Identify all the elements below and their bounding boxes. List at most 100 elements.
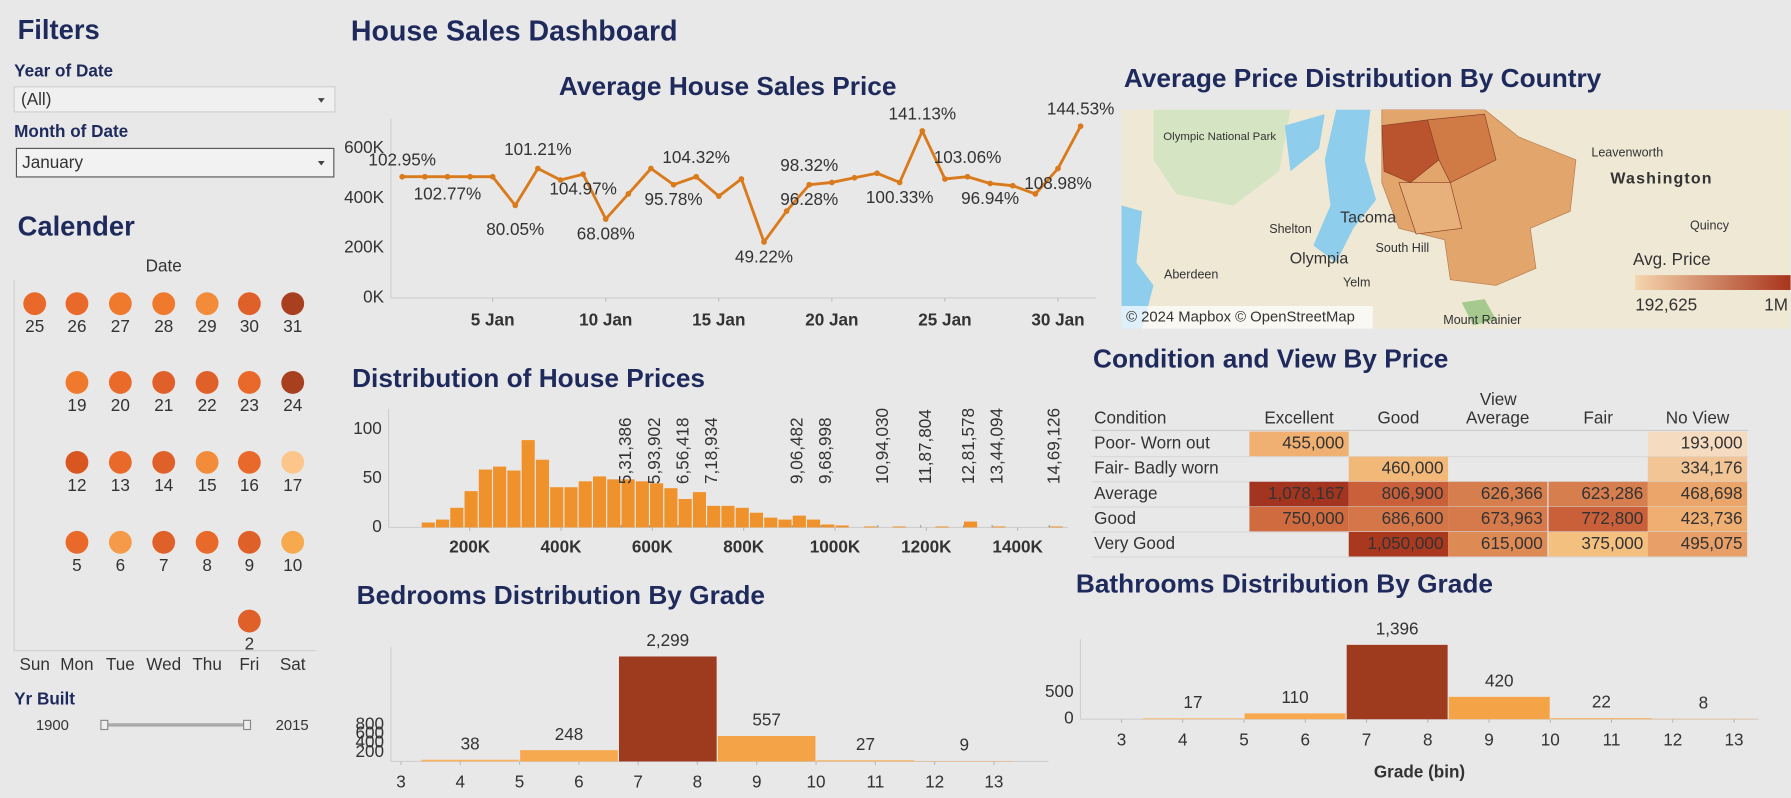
slider-handle[interactable] — [100, 719, 109, 731]
map-park — [1153, 109, 1291, 206]
line-point — [964, 173, 971, 180]
x-tick-label: 30 Jan — [1031, 310, 1084, 329]
calendar-title: Calender — [18, 211, 135, 242]
bar — [963, 521, 978, 528]
line-point — [580, 171, 586, 178]
point-annotation: 104.32% — [662, 148, 730, 167]
calendar-day-dot — [65, 371, 89, 394]
x-tick-label: 5 — [515, 773, 525, 792]
dropdown-arrow[interactable] — [317, 160, 325, 166]
line-point — [896, 179, 903, 186]
bar-value-label: 557 — [752, 711, 781, 730]
line-point — [874, 170, 880, 177]
price-annotation: 6,56,418 — [673, 417, 692, 484]
bar — [635, 481, 649, 528]
table-cell-text: 686,600 — [1382, 509, 1444, 528]
table-cell — [1647, 532, 1748, 558]
table-cell — [1647, 456, 1748, 482]
table-cell-text: 468,698 — [1681, 484, 1743, 503]
x-tick-label: 5 — [1239, 730, 1249, 749]
bar-value-label: 17 — [1183, 693, 1202, 712]
dropdown-box[interactable] — [15, 147, 335, 178]
map-place-label: Tacoma — [1340, 209, 1396, 226]
calendar-day-label: 9 — [245, 556, 255, 575]
x-tick-label: 12 — [1663, 730, 1682, 749]
table-cell — [1647, 431, 1748, 457]
calendar-day-label: 31 — [283, 317, 302, 336]
dashboard-title: House Sales Dashboard — [351, 16, 678, 48]
x-tick-label: 800K — [723, 537, 765, 556]
bar-value-label: 2,299 — [646, 631, 689, 650]
x-tick-label: 9 — [752, 773, 762, 792]
dropdown-value[interactable]: (All) — [21, 90, 51, 109]
chart-title: Bedrooms Distribution By Grade — [357, 580, 765, 610]
table-column-header: Excellent — [1264, 408, 1334, 427]
point-annotation: 68.08% — [577, 225, 635, 244]
price-annotation: 9,06,482 — [788, 417, 807, 484]
table-row-label: Very Good — [1094, 534, 1175, 553]
calendar-day-label: 14 — [154, 476, 174, 495]
table-cell-text: 673,963 — [1481, 509, 1543, 528]
line-point — [919, 128, 926, 134]
table-cell-text: 615,000 — [1481, 534, 1543, 553]
bar — [421, 522, 435, 528]
bar — [707, 505, 721, 528]
y-tick-label: 0K — [363, 287, 385, 306]
x-tick-label: 4 — [456, 773, 466, 792]
price-annotation: 5,31,386 — [616, 417, 635, 484]
calendar-day-dot — [237, 292, 261, 316]
calendar-day-label: 8 — [202, 556, 212, 575]
bar — [550, 487, 564, 528]
bar — [721, 505, 735, 528]
bar — [493, 466, 507, 528]
map-place-label: Yelm — [1343, 275, 1370, 289]
x-tick-label: 13 — [1725, 730, 1744, 749]
bar — [464, 491, 478, 528]
price-annotation: 12,81,578 — [959, 408, 978, 484]
x-tick-label: 10 Jan — [579, 310, 632, 329]
calendar-day-label: 25 — [25, 317, 44, 336]
map-place-label: Quincy — [1690, 218, 1730, 232]
bar — [717, 736, 816, 762]
dropdown-arrow[interactable] — [317, 98, 325, 103]
bar — [1049, 526, 1063, 528]
calendar-day-label: 30 — [240, 317, 259, 336]
slider-handle[interactable] — [243, 719, 252, 731]
bar — [678, 498, 692, 528]
calendar-day-label: 20 — [111, 396, 130, 415]
table-cell-text: 750,000 — [1282, 509, 1344, 528]
year-slider[interactable] — [100, 719, 252, 731]
bar — [650, 483, 664, 528]
table-cell-text: 1,050,000 — [1367, 534, 1443, 553]
line-point — [444, 173, 451, 180]
x-tick-label: 10 — [807, 773, 826, 792]
line-point — [467, 173, 473, 180]
map-place-label: South Hill — [1376, 241, 1430, 255]
slider-max: 2015 — [276, 718, 309, 734]
line-point — [535, 165, 541, 172]
calendar-day-label: 15 — [198, 476, 217, 495]
month-dropdown[interactable]: January — [15, 147, 335, 178]
calendar-day-label: 28 — [154, 317, 173, 336]
price-annotation: 10,94,030 — [873, 408, 892, 484]
weekday-label: Wed — [146, 655, 181, 674]
point-annotation: 103.06% — [934, 148, 1002, 167]
bar-value-label: 1,396 — [1376, 620, 1419, 639]
table-column-header: Fair — [1583, 408, 1613, 427]
legend-scale — [1635, 275, 1791, 290]
filters-title: Filters — [18, 14, 100, 45]
calendar-day-dot — [152, 450, 176, 474]
calendar-frame — [13, 279, 316, 652]
map: © 2024 Mapbox © OpenStreetMap Avg. Price — [1121, 109, 1791, 329]
calendar-header: Date — [146, 257, 182, 276]
dropdown-box[interactable] — [13, 86, 336, 113]
year-dropdown[interactable]: (All) — [13, 86, 336, 113]
x-tick-label: 9 — [1484, 730, 1494, 749]
table-cell — [1647, 481, 1748, 507]
table-cell — [1448, 481, 1548, 507]
y-tick-label: 600 — [356, 724, 385, 743]
table-cell-text: 375,000 — [1581, 534, 1643, 553]
dropdown-value[interactable]: January — [22, 153, 83, 172]
